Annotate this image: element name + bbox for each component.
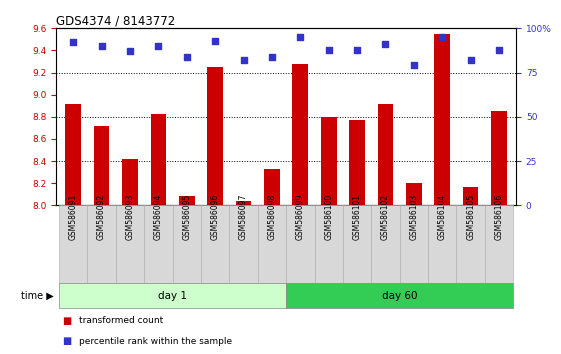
Bar bbox=[321, 117, 337, 205]
Point bbox=[68, 40, 77, 45]
Point bbox=[239, 57, 248, 63]
Point bbox=[182, 54, 191, 59]
Point bbox=[97, 43, 106, 49]
Text: GDS4374 / 8143772: GDS4374 / 8143772 bbox=[56, 14, 176, 27]
Text: GSM586098: GSM586098 bbox=[268, 194, 277, 240]
Point bbox=[495, 47, 504, 52]
Text: GSM586092: GSM586092 bbox=[97, 194, 106, 240]
Bar bbox=[150, 114, 166, 205]
Bar bbox=[179, 196, 195, 205]
Point bbox=[154, 43, 163, 49]
Text: GSM586105: GSM586105 bbox=[466, 194, 475, 240]
Text: GSM586091: GSM586091 bbox=[68, 194, 77, 240]
Text: GSM586095: GSM586095 bbox=[182, 194, 191, 240]
Bar bbox=[65, 104, 81, 205]
Text: GSM586104: GSM586104 bbox=[438, 194, 447, 240]
Bar bbox=[208, 67, 223, 205]
Point bbox=[381, 41, 390, 47]
Bar bbox=[350, 120, 365, 205]
Text: GSM586093: GSM586093 bbox=[126, 194, 135, 240]
Text: GSM586106: GSM586106 bbox=[495, 194, 504, 240]
Text: percentile rank within the sample: percentile rank within the sample bbox=[79, 337, 232, 346]
Bar bbox=[94, 126, 109, 205]
Text: GSM586096: GSM586096 bbox=[210, 194, 219, 240]
Point bbox=[410, 63, 419, 68]
Point bbox=[210, 38, 219, 44]
Bar bbox=[292, 64, 308, 205]
Text: day 60: day 60 bbox=[382, 291, 417, 301]
Bar bbox=[463, 187, 479, 205]
Point bbox=[438, 34, 447, 40]
Text: GSM586099: GSM586099 bbox=[296, 194, 305, 240]
Bar bbox=[122, 159, 138, 205]
Point bbox=[296, 34, 305, 40]
Bar bbox=[264, 169, 280, 205]
Text: ■: ■ bbox=[62, 336, 71, 346]
Text: GSM586101: GSM586101 bbox=[353, 194, 362, 240]
Text: time ▶: time ▶ bbox=[21, 291, 53, 301]
Bar bbox=[491, 111, 507, 205]
Text: day 1: day 1 bbox=[158, 291, 187, 301]
Text: transformed count: transformed count bbox=[79, 316, 163, 325]
Text: GSM586094: GSM586094 bbox=[154, 194, 163, 240]
Point bbox=[126, 48, 135, 54]
Text: GSM586103: GSM586103 bbox=[410, 194, 419, 240]
Point bbox=[466, 57, 475, 63]
Point bbox=[353, 47, 362, 52]
Point bbox=[268, 54, 277, 59]
Point bbox=[324, 47, 333, 52]
Text: GSM586100: GSM586100 bbox=[324, 194, 333, 240]
Text: GSM586102: GSM586102 bbox=[381, 194, 390, 240]
Text: GSM586097: GSM586097 bbox=[239, 194, 248, 240]
Text: ■: ■ bbox=[62, 316, 71, 326]
Bar bbox=[434, 34, 450, 205]
Bar bbox=[236, 201, 251, 205]
Bar bbox=[378, 104, 393, 205]
Bar bbox=[406, 183, 422, 205]
